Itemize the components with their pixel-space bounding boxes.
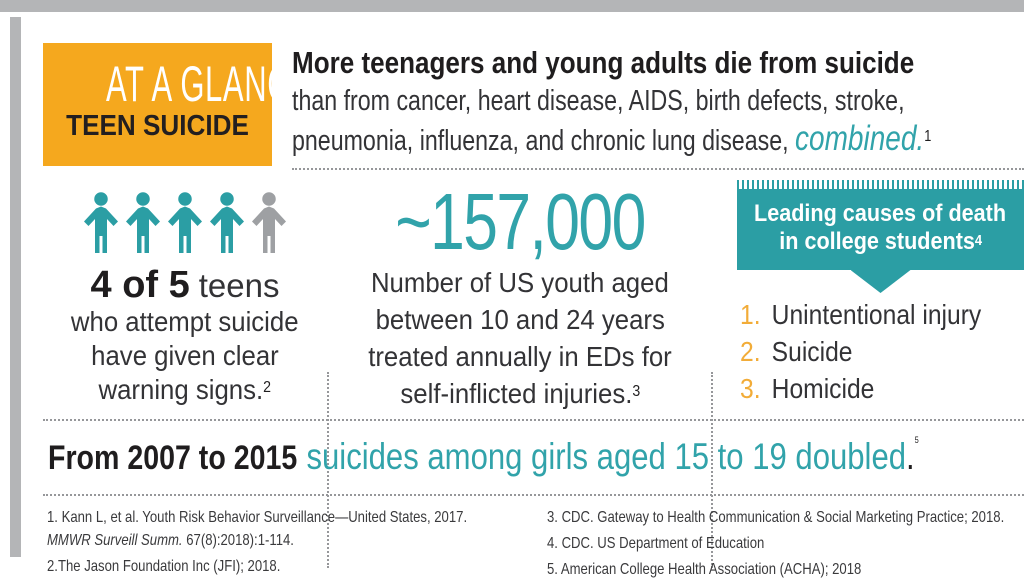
causes-list: 1. Unintentional injury 2. Suicide 3. Homic… [740,296,1024,407]
stat-teens-warning-signs: 4 of 5 teens who attempt suicide have giv… [43,180,327,407]
at-a-glance-badge: AT A GLANCE TEEN SUICIDE [43,43,312,166]
stats-row: 4 of 5 teens who attempt suicide have giv… [0,180,1024,568]
footnote-5: 5. American College Health Association (… [547,561,862,578]
callout-pointer [850,270,911,293]
stat-4of5: 4 of 5 teens [90,264,280,306]
footnote-ref-1: 1 [924,128,932,146]
callout-title-line-2: in college students4 [779,228,982,255]
stripe-decoration [737,180,1024,189]
divider-vertical-2 [711,372,713,568]
footnote-4: 4. CDC. US Department of Education [547,535,765,552]
footnote-ref-4: 4 [974,232,982,249]
list-item: 2. Suicide [740,336,853,367]
person-icon [210,192,244,253]
combined-emphasis: combined. [795,119,925,158]
headline-line-3: pneumonia, influenza, and chronic lung d… [292,119,932,158]
footnote-ref-2: 2 [263,379,272,397]
badge-title: AT A GLANCE [105,56,312,112]
headline: More teenagers and young adults die from… [292,44,1024,160]
footnotes-left: 1. Kann L, et al. Youth Risk Behavior Su… [47,506,547,578]
divider-banner-top [43,419,1024,421]
footnote-2: 2.The Jason Foundation Inc (JFI); 2018. [47,558,281,575]
college-causes: Leading causes of death in college stude… [712,180,1024,407]
divider-banner-bottom [43,494,1024,496]
banner-girls-stat: From 2007 to 2015 suicides among girls ag… [48,434,919,477]
figure-row [43,192,327,257]
divider-headline [292,168,1024,170]
footnote-ref-3: 3 [632,383,640,401]
list-item: 1. Unintentional injury [740,299,982,330]
callout-title-line-1: Leading causes of death [754,200,1007,227]
footnote-1: 1. Kann L, et al. Youth Risk Behavior Su… [47,509,468,526]
headline-line-2: than from cancer, heart disease, AIDS, b… [292,85,905,117]
footnote-3: 3. CDC. Gateway to Health Communication … [547,509,1005,526]
callout-box: Leading causes of death in college stude… [737,180,1024,293]
banner-teal-text: suicides among girls aged 15 to 19 doubl… [306,436,907,477]
headline-bold-line: More teenagers and young adults die from… [292,45,915,80]
person-icon [126,192,160,253]
badge-subtitle: TEEN SUICIDE [66,110,249,142]
divider-vertical-1 [327,372,329,568]
stat-157000: ~157,000 [395,177,646,266]
banner-bold-text: From 2007 to 2015 [48,439,298,477]
person-icon [84,192,118,253]
footnotes-right: 3. CDC. Gateway to Health Communication … [547,506,1024,578]
stat-ed-visits: ~157,000 Number of US youth aged between… [330,180,710,412]
person-icon-gray [252,192,286,253]
footnote-ref-5: 5 [914,434,919,445]
left-gray-band [10,17,21,557]
list-item: 3. Homicide [740,373,875,404]
person-icon [168,192,202,253]
top-gray-band [0,0,1024,12]
footnote-1-continued: MMWR Surveill Summ. 67(8):2018):1-114. [47,532,294,549]
